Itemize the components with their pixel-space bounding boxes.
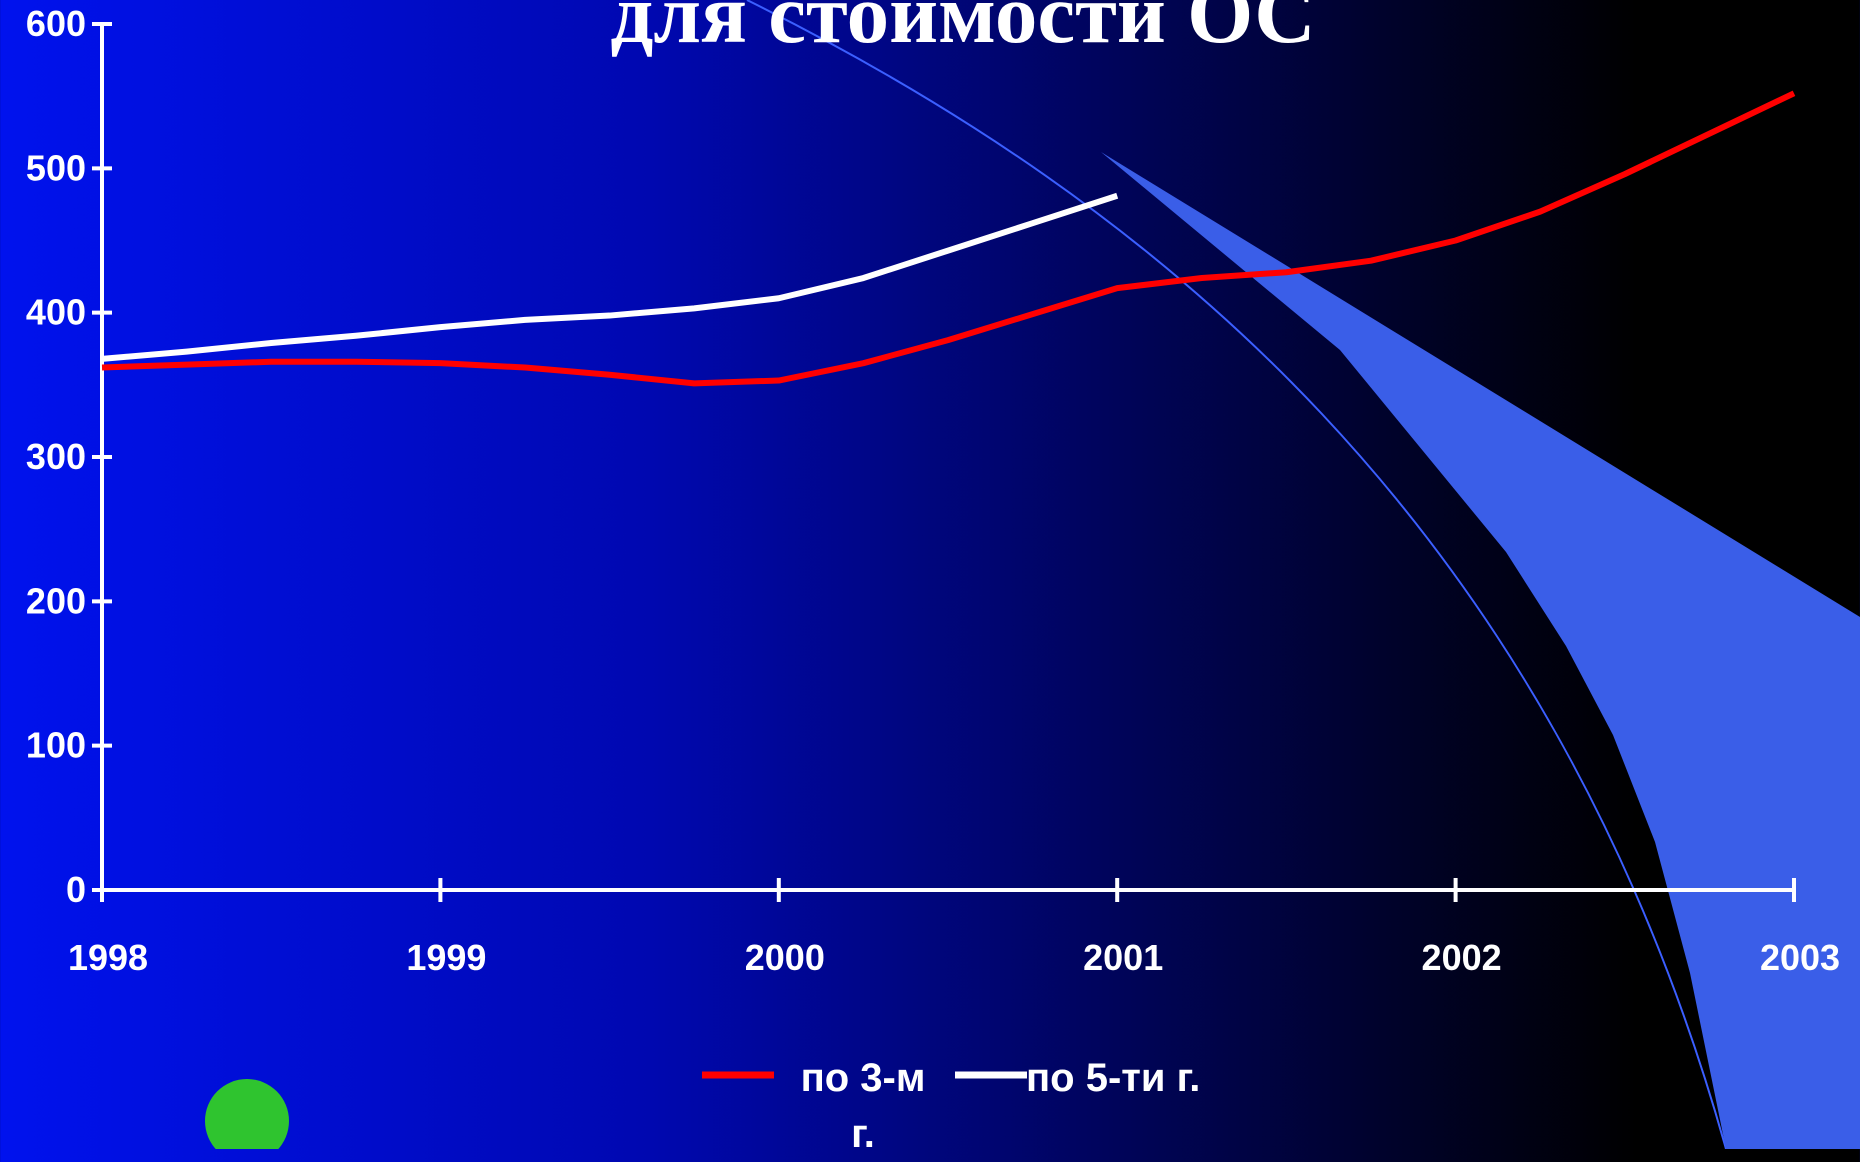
x-tick-label: 1998: [68, 937, 148, 978]
x-tick-label: 2003: [1760, 937, 1840, 978]
y-tick-label: 0: [66, 869, 86, 910]
legend-label: по 3-м г.: [800, 1056, 926, 1156]
x-tick-label: 2002: [1422, 937, 1502, 978]
y-tick-label: 300: [26, 436, 86, 477]
x-tick-label: 2001: [1083, 937, 1163, 978]
y-tick-label: 400: [26, 292, 86, 333]
y-tick-label: 100: [26, 725, 86, 766]
y-tick-label: 200: [26, 580, 86, 621]
y-tick-label: 600: [26, 3, 86, 44]
line-series: [101, 90, 1796, 387]
decor-circle: [205, 1079, 289, 1149]
legend-label: по 5-ти г.: [1026, 1056, 1201, 1100]
x-tick-label: 1999: [406, 937, 486, 978]
line-series: [101, 192, 1119, 362]
x-tick-label: 2000: [745, 937, 825, 978]
decor-wedge: [1101, 152, 1860, 1149]
chart-title: для стоимости ОС: [610, 0, 1315, 61]
y-tick-label: 500: [26, 147, 86, 188]
decor-arc: [746, 0, 1727, 1149]
